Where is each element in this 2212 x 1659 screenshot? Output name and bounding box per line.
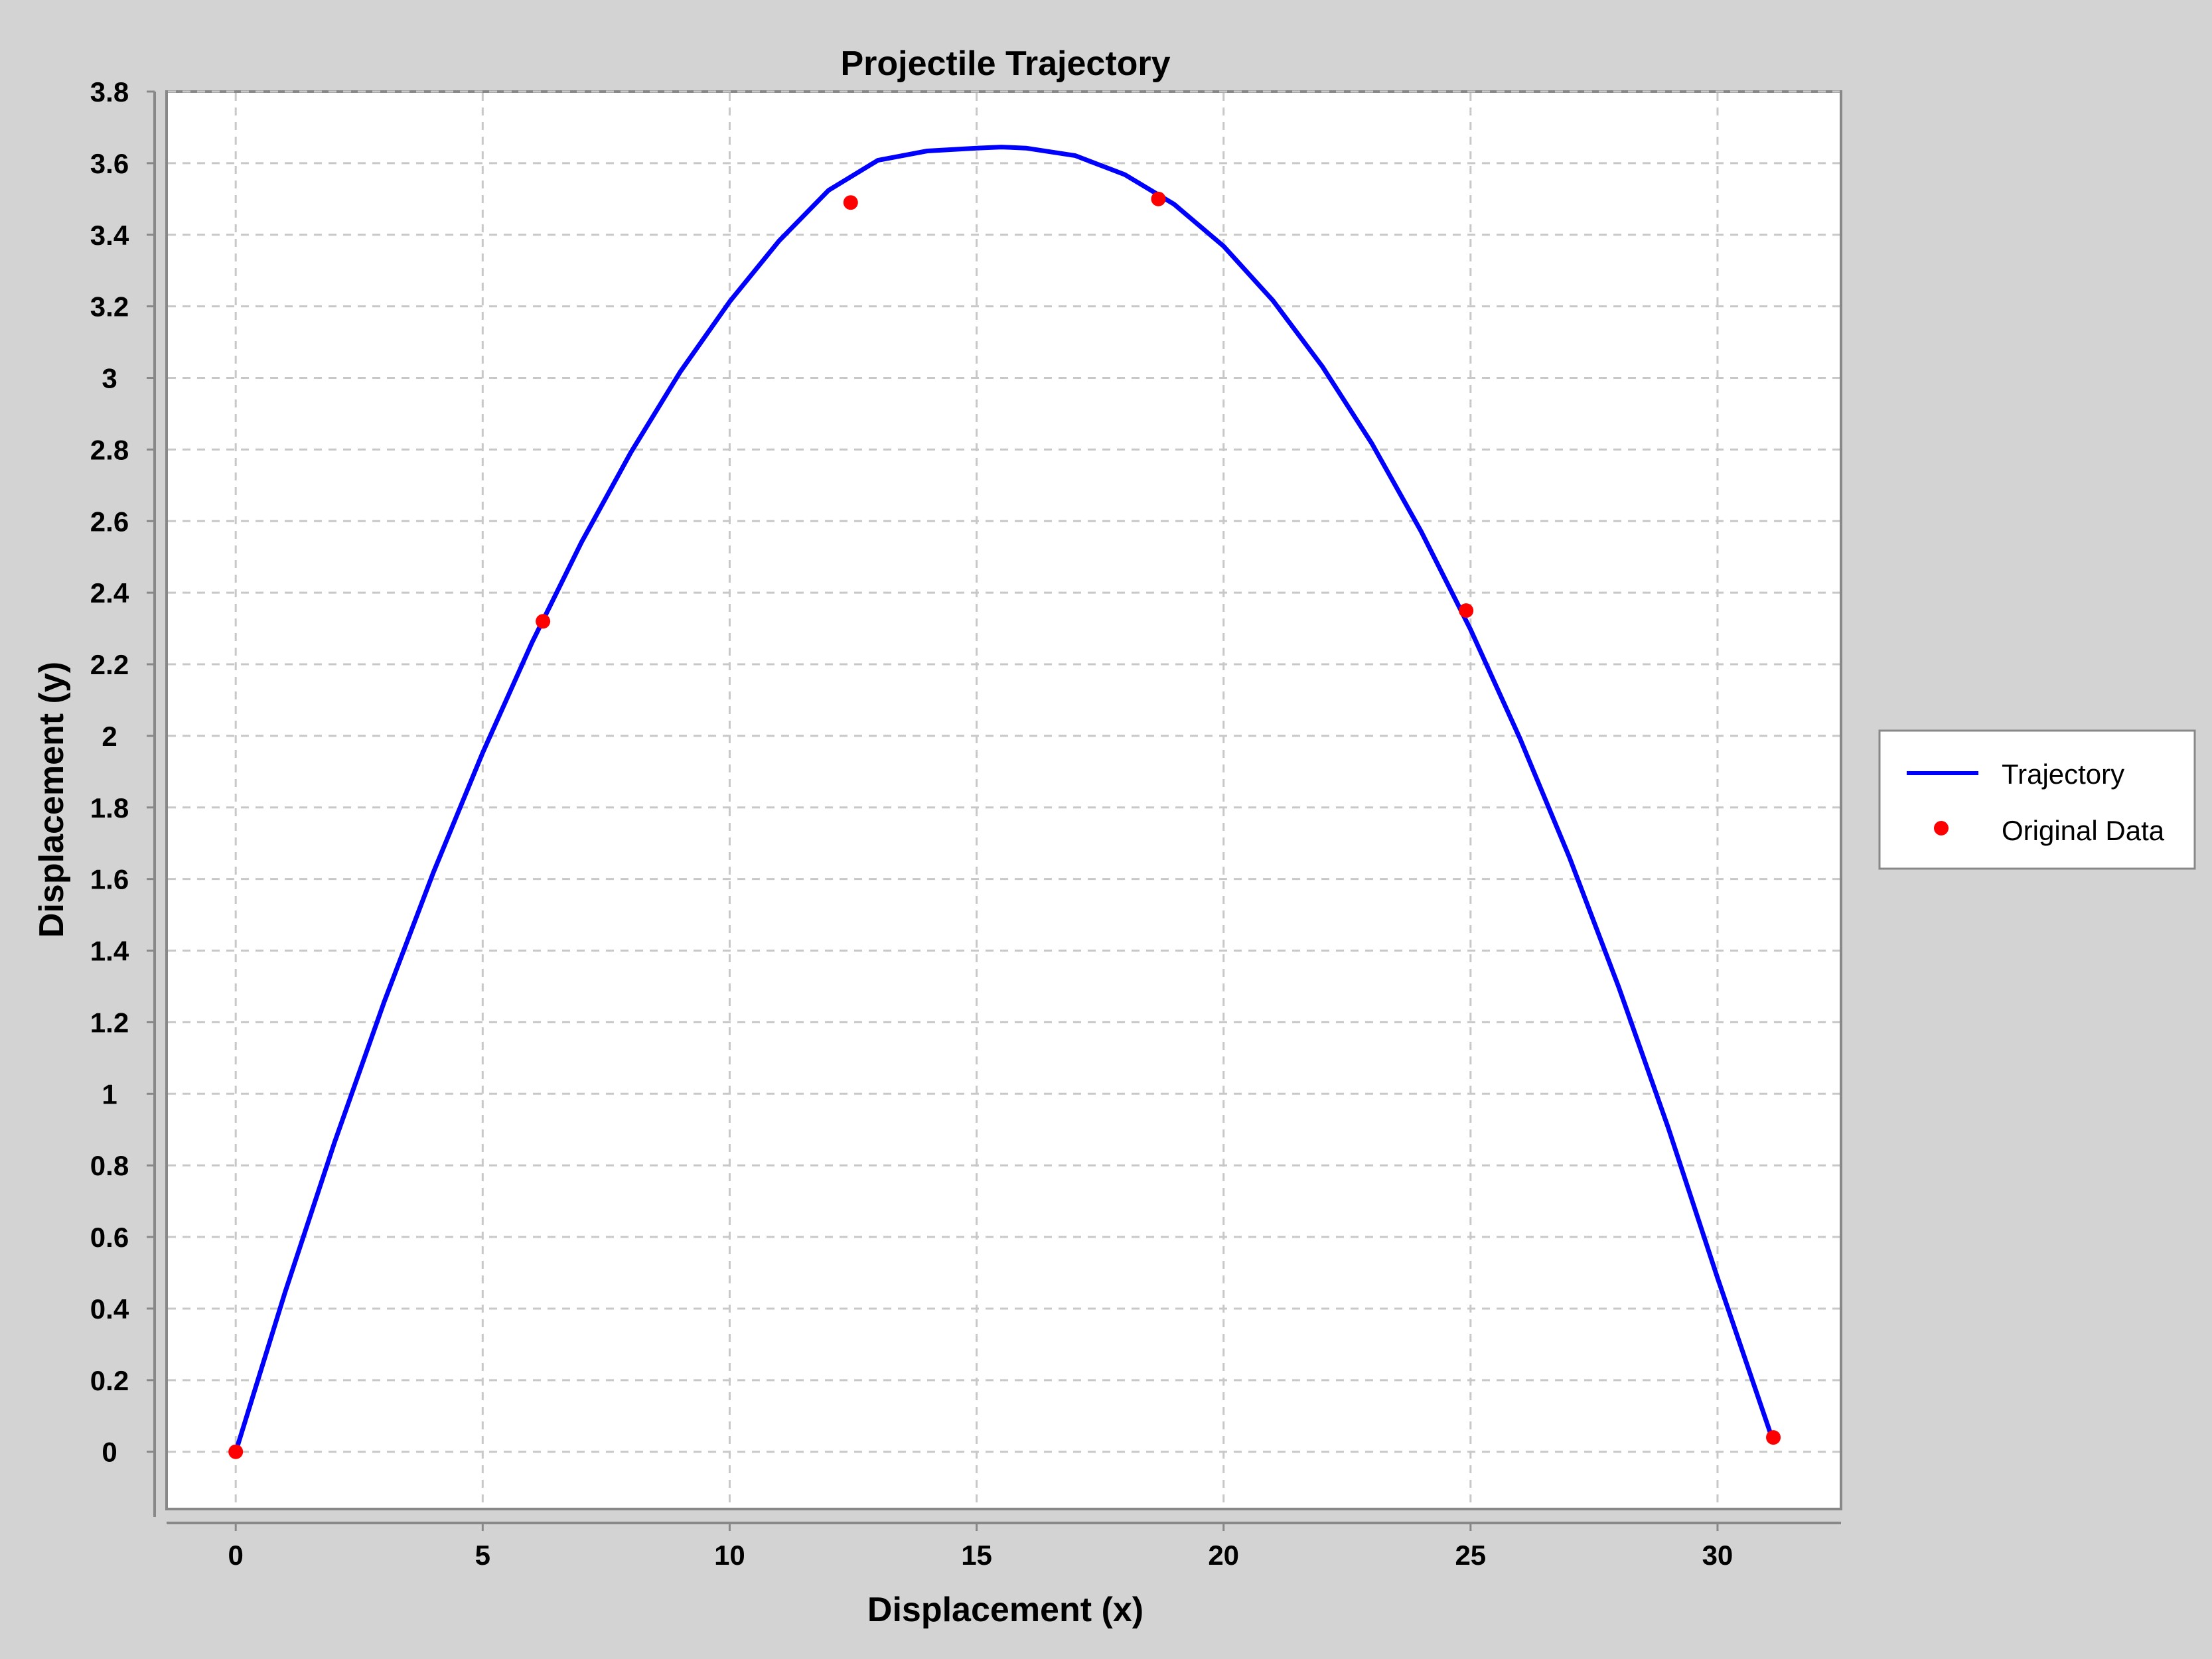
y-tick-label: 1.8	[90, 792, 129, 824]
y-tick-label: 3.2	[90, 291, 129, 323]
x-tick-label: 0	[228, 1540, 244, 1571]
data-point	[536, 614, 551, 629]
data-point	[1766, 1430, 1781, 1445]
x-gridlines	[234, 93, 1719, 1508]
chart-title: Projectile Trajectory	[840, 44, 1170, 83]
data-point	[228, 1444, 244, 1459]
y-axis-title: Displacement (y)	[33, 662, 71, 938]
x-axis-title: Displacement (x)	[867, 1591, 1143, 1629]
y-tick-label: 3.4	[90, 220, 129, 251]
y-tick-label: 1.6	[90, 864, 129, 895]
y-tick-label: 2.4	[90, 577, 129, 609]
trajectory-line	[233, 145, 1775, 1455]
y-tick-label: 1.2	[90, 1007, 129, 1038]
y-tick-label: 1.4	[90, 936, 129, 967]
legend-label-trajectory: Trajectory	[2002, 758, 2124, 790]
y-tick-label: 0	[102, 1437, 117, 1468]
data-point	[1459, 603, 1474, 618]
y-tick-label: 0.6	[90, 1222, 129, 1253]
y-tick-label: 2.6	[90, 506, 129, 537]
y-tick-label: 2.8	[90, 434, 129, 465]
legend-label-original-data: Original Data	[2002, 815, 2165, 846]
x-tick-label: 10	[714, 1540, 745, 1571]
y-axis: 0 0.2 0.4 0.6 0.8 1 1.2 1.4 1.6 1.8 2 2.2 2.4 2.6 2.8 3…	[90, 76, 156, 1517]
y-tick-label: 0.4	[90, 1293, 129, 1325]
data-point	[1151, 191, 1166, 206]
x-axis: 0 5 10 15 20 25 30	[167, 1522, 1841, 1571]
y-tick-label: 3.8	[90, 76, 129, 108]
x-tick-label: 30	[1702, 1540, 1733, 1571]
plot-area	[165, 90, 1842, 1510]
y-tick-label: 0.2	[90, 1365, 129, 1396]
x-tick-label: 25	[1455, 1540, 1486, 1571]
y-tick-label: 3	[102, 363, 117, 394]
y-tick-label: 3.6	[90, 148, 129, 179]
y-tick-label: 2	[102, 721, 117, 752]
y-gridlines	[168, 90, 1840, 1453]
y-tick-label: 2.2	[90, 649, 129, 680]
y-tick-label: 0.8	[90, 1150, 129, 1181]
data-point	[843, 195, 858, 210]
legend-box	[1878, 729, 2196, 870]
x-tick-label: 20	[1208, 1540, 1239, 1571]
x-tick-label: 5	[475, 1540, 490, 1571]
x-tick-label: 15	[961, 1540, 992, 1571]
legend: Trajectory Original Data	[1878, 729, 2196, 870]
series-layer	[228, 145, 1781, 1459]
y-tick-label: 1	[102, 1078, 117, 1110]
legend-swatch-original-data	[1934, 821, 1949, 835]
